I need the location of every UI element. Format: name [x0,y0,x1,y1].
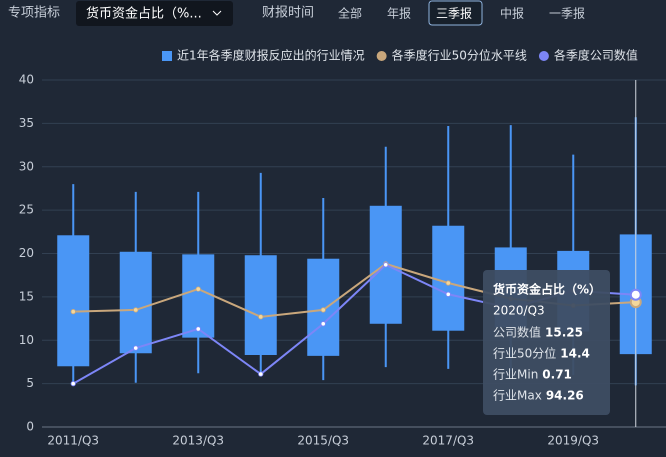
tooltip-label: 公司数值 [493,325,541,340]
tooltip-title: 货币资金占比（%） [493,282,601,297]
tooltip: 货币资金占比（%） 2020/Q3 公司数值 15.25 行业50分位 14.4 行业Min… [483,270,610,415]
dropdown[interactable] [76,1,233,26]
y-tick-label: 0 [26,420,34,434]
period-button[interactable]: 一季报 [549,6,585,21]
point [445,280,451,286]
top-bar: 专项指标 货币资金占比（%... 财报时间 [8,1,314,26]
tooltip-value: 14.4 [560,347,590,361]
x-tick-label: 2013/Q3 [172,434,224,448]
dropdown-value[interactable]: 货币资金占比（%... [86,6,202,22]
x-tick-label: 2019/Q3 [547,434,599,448]
tooltip-value: 0.71 [542,368,572,382]
point [70,309,76,315]
indicator-label: 专项指标 [8,6,60,21]
legend-label: 近1年各季度财报反应出的行业情况 [177,48,365,63]
box [57,235,90,367]
point [383,262,389,268]
y-tick-label: 5 [26,376,34,390]
period-button[interactable]: 中报 [500,6,524,21]
box [182,254,215,338]
point [195,286,201,292]
point [133,345,139,351]
y-tick-label: 35 [19,116,34,130]
box [307,258,340,356]
legend-marker [162,51,172,61]
y-tick-label: 25 [19,203,34,217]
point [195,326,201,332]
box [244,255,277,355]
point [258,314,264,320]
point [320,307,326,313]
period-button[interactable]: 三季报 [436,6,472,21]
point [133,307,139,313]
tooltip-box [483,270,610,415]
period-button[interactable]: 全部 [338,6,362,21]
legend-label: 各季度公司数值 [554,48,638,63]
tooltip-value: 94.26 [546,389,584,403]
tooltip-value: 15.25 [545,326,583,340]
legend-label: 各季度行业50分位水平线 [392,48,527,63]
y-tick-label: 15 [19,289,34,303]
tooltip-category: 2020/Q3 [493,304,545,318]
box [119,251,152,354]
chevron[interactable] [212,10,222,16]
button-frame[interactable] [428,0,483,26]
tooltip-label: 行业Min [493,368,538,382]
period-label: 财报时间 [262,6,314,21]
point [629,288,642,301]
legend-marker [376,51,387,61]
tooltip-label: 行业50分位 [493,346,556,361]
y-tick-label: 20 [19,246,34,260]
x-tick-label: 2011/Q3 [47,434,99,448]
legend-marker [538,51,549,61]
y-tick-label: 30 [19,159,34,173]
box [432,225,465,331]
point [70,381,76,387]
point [320,321,326,327]
y-tick-label: 10 [19,333,34,347]
y-tick-label: 40 [19,73,34,87]
x-tick-label: 2015/Q3 [297,434,349,448]
period-button[interactable]: 年报 [387,6,411,21]
x-tick-label: 2017/Q3 [422,434,474,448]
tooltip-label: 行业Max [493,389,542,403]
point [258,371,264,377]
point [445,291,451,297]
